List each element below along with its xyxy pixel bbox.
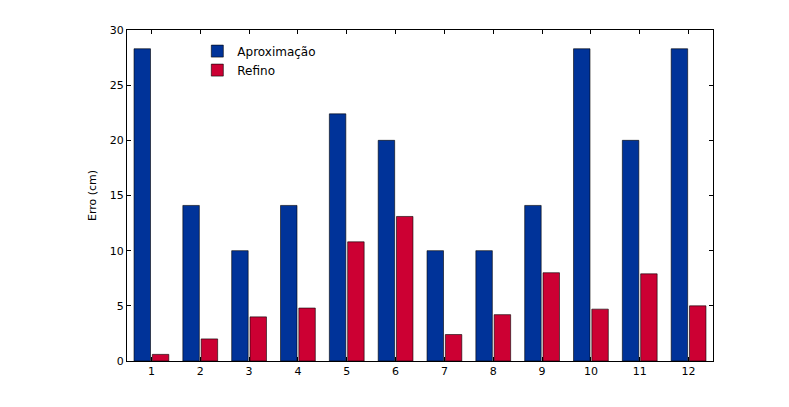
svg-text:Erro (cm): Erro (cm) (86, 170, 99, 221)
svg-text:3: 3 (246, 365, 253, 378)
svg-text:10: 10 (584, 365, 598, 378)
svg-text:30: 30 (110, 24, 124, 37)
svg-text:7: 7 (441, 365, 448, 378)
svg-text:2: 2 (197, 365, 204, 378)
svg-text:25: 25 (110, 79, 124, 92)
svg-text:20: 20 (110, 134, 124, 147)
svg-text:4: 4 (294, 365, 301, 378)
svg-text:5: 5 (117, 300, 124, 313)
svg-text:9: 9 (539, 365, 546, 378)
svg-text:12: 12 (682, 365, 696, 378)
svg-text:5: 5 (343, 365, 350, 378)
svg-text:6: 6 (392, 365, 399, 378)
svg-text:15: 15 (110, 189, 124, 202)
svg-text:Refino: Refino (237, 64, 275, 78)
svg-text:10: 10 (110, 245, 124, 258)
svg-text:11: 11 (633, 365, 647, 378)
svg-text:8: 8 (490, 365, 497, 378)
svg-text:1: 1 (148, 365, 155, 378)
svg-text:0: 0 (117, 355, 124, 368)
svg-text:Aproximação: Aproximação (237, 45, 315, 59)
